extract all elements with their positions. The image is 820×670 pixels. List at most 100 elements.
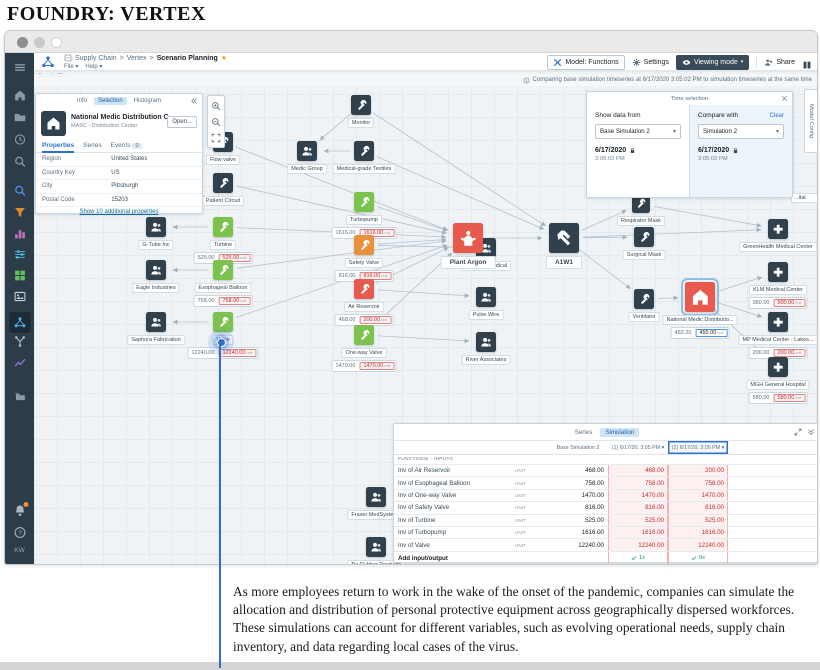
sim2-value[interactable]: 525.00	[668, 514, 728, 526]
expand-table-icon[interactable]	[794, 428, 802, 436]
app-sidebar: KW ?	[5, 53, 34, 564]
zoom-out-button[interactable]	[209, 114, 223, 129]
sidebar-item-network-icon[interactable]	[9, 312, 30, 333]
column-header-sim1[interactable]: (1) 6/17/20, 3:05 PM ▾	[611, 444, 665, 451]
sidebar-item-home-icon[interactable]	[13, 89, 26, 102]
sidebar-item-grid-icon[interactable]	[13, 269, 26, 282]
sidebar-item-funnel-icon[interactable]	[13, 206, 26, 219]
add-input-output-button[interactable]: Add input/output	[398, 554, 448, 562]
sidebar-item-folders-icon[interactable]	[13, 390, 26, 403]
row-unit: UNIT	[515, 492, 526, 498]
sidebar-item-menu-icon[interactable]	[13, 61, 26, 74]
sim2-value[interactable]: 816.00	[668, 502, 728, 514]
property-value: United States	[111, 156, 148, 163]
show-more-properties-link[interactable]: Show 10 additional properties	[79, 209, 159, 215]
property-row: Postal Code 15203	[36, 194, 202, 207]
breadcrumb-vertex[interactable]: Vertex	[126, 54, 147, 62]
subtab-events[interactable]: Events 0	[111, 142, 142, 149]
sim2-value[interactable]: 12240.00	[668, 539, 728, 551]
node-label: National Medic Distributio...	[662, 315, 738, 325]
sidebar-item-bell-icon[interactable]	[13, 502, 28, 517]
sim2-value[interactable]: 1470.00	[668, 489, 728, 502]
window-close-button[interactable]	[17, 36, 28, 48]
sidebar-item-search-icon[interactable]	[13, 184, 26, 197]
sim2-value[interactable]: 1616.00	[668, 526, 728, 539]
row-name: Inv of Valve	[398, 541, 430, 549]
table-tab-simulation[interactable]: Simulation	[600, 427, 640, 437]
table-row[interactable]: Inv of Turbine UNIT 525.00 525.00 525.00	[394, 514, 817, 527]
collapse-panel-icon[interactable]	[190, 97, 198, 105]
collapse-table-icon[interactable]	[807, 428, 815, 436]
sim2-status: 0s	[668, 552, 728, 564]
sim2-value[interactable]: 758.00	[668, 477, 728, 489]
open-button[interactable]: Open...	[167, 116, 197, 128]
window-minimize-button[interactable]	[34, 36, 45, 48]
tab-info[interactable]: Info	[76, 98, 87, 104]
subtab-series[interactable]: Series	[83, 141, 102, 149]
sim1-value[interactable]: 816.00	[608, 502, 668, 514]
sidebar-item-help-icon[interactable]: ?	[13, 526, 26, 539]
window-maximize-button[interactable]	[51, 36, 62, 48]
table-row[interactable]: Inv of Safety Valve UNIT 816.00 816.00 816.0…	[394, 502, 817, 515]
viewing-mode-button[interactable]: Viewing mode ▾	[675, 54, 750, 70]
sidebar-item-linechart-icon[interactable]	[13, 356, 26, 369]
tab-selection[interactable]: Selection	[93, 97, 127, 105]
table-row[interactable]: Inv of Turbopump UNIT 1616.00 1616.00 1616.0…	[394, 526, 817, 540]
model-functions-button[interactable]: Model: Functions	[547, 54, 625, 70]
favorite-star-icon[interactable]: ★	[220, 55, 228, 62]
sidebar-item-clock-icon[interactable]	[13, 133, 26, 146]
zoom-fit-button[interactable]	[209, 130, 223, 145]
table-row[interactable]: Inv of Valve UNIT 12240.00 12240.00 12240.00	[394, 539, 817, 552]
sim1-value[interactable]: 758.00	[608, 477, 668, 489]
sidebar-item-search-icon[interactable]	[13, 155, 26, 168]
node-label: Medical-grade Textiles	[332, 164, 396, 174]
column-header-sim2[interactable]: (2) 6/17/20, 3:05 PM ▾	[668, 441, 728, 454]
help-menu[interactable]: Help ▾	[85, 64, 103, 70]
zoom-in-button[interactable]	[209, 98, 223, 113]
settings-button[interactable]: Settings	[632, 55, 669, 70]
table-row[interactable]: Base Simulation 2 (1) 6/17/20, 3:05 PM ▾(…	[394, 441, 817, 455]
sim1-value[interactable]: 1470.00	[608, 489, 668, 502]
sidebar-item-sliders-icon[interactable]	[13, 248, 26, 261]
table-row[interactable]: Inv of One-way Valve UNIT 1470.00 1470.00 14…	[394, 489, 817, 503]
compare-with-column: Compare with Clear Simulation 2 ▾ 6/17/20…	[689, 105, 792, 197]
clear-link[interactable]: Clear	[769, 112, 784, 119]
selection-info-panel: Info Selection Histogram National Medic …	[35, 93, 203, 215]
breadcrumb-supply-chain[interactable]: Supply Chain	[75, 54, 117, 62]
wrench-icon	[354, 141, 374, 161]
sidebar-item-folder-icon[interactable]	[13, 111, 26, 124]
file-menu[interactable]: File ▾	[64, 64, 79, 70]
sidebar-item-fork-icon[interactable]	[13, 335, 26, 348]
base-time: 3:05:02 PM	[595, 156, 625, 162]
sim1-value[interactable]: 1616.00	[608, 526, 668, 539]
graph-canvas[interactable]: Supply Chain Comparing base simulation t…	[34, 71, 817, 564]
close-icon[interactable]	[781, 95, 788, 102]
table-tab-series[interactable]: Series	[574, 428, 593, 436]
wrench-icon	[354, 192, 374, 212]
compare-simulation-select[interactable]: Simulation 2 ▾	[698, 124, 784, 139]
tab-histogram[interactable]: Histogram	[133, 98, 162, 104]
table-cell	[512, 552, 548, 564]
node-values: 380.00 500.00 unit	[748, 297, 808, 309]
zoom-toolbar	[207, 95, 225, 148]
window-titlebar	[5, 31, 817, 53]
node-label: Patient Circuit	[201, 196, 245, 206]
base-simulation-select[interactable]: Base Simulation 2 ▾	[595, 124, 681, 139]
sim1-value[interactable]: 12240.00	[608, 539, 668, 551]
sim2-value[interactable]: 200.00	[668, 465, 728, 477]
simulation-table-panel: Series Simulation Base Simulation 2 (1) 6…	[393, 423, 817, 563]
table-row[interactable]: FUNCTIONS - INPUTS	[394, 455, 817, 465]
subtab-properties[interactable]: Properties	[42, 141, 75, 153]
table-row[interactable]: Inv of Esophageal Balloon UNIT 758.00 758.0…	[394, 477, 817, 490]
share-button[interactable]: Share	[764, 55, 795, 70]
model-config-tab[interactable]: Model Config	[804, 89, 817, 153]
user-initials[interactable]: KW	[14, 547, 25, 554]
table-row[interactable]: Add input/output 1s 0s	[394, 552, 817, 564]
sidebar-item-card-icon[interactable]	[13, 290, 26, 303]
sim1-value[interactable]: 468.00	[608, 465, 668, 477]
layout-columns-icon[interactable]	[802, 57, 812, 69]
people-icon	[476, 332, 496, 352]
table-row[interactable]: Inv of Air Reservoir UNIT 468.00 468.00 200.…	[394, 465, 817, 478]
sim1-value[interactable]: 525.00	[608, 514, 668, 526]
sidebar-item-barchart-icon[interactable]	[13, 227, 26, 240]
